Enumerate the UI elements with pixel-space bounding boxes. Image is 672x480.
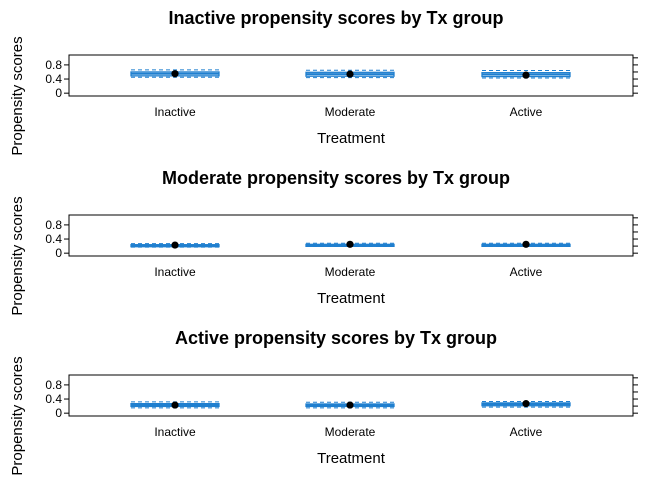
box-active (481, 70, 571, 79)
chart-title: Active propensity scores by Tx group (175, 328, 497, 348)
box-active (481, 240, 571, 248)
plot-frame (68, 54, 634, 97)
mean-point (346, 70, 354, 78)
mean-point (522, 240, 530, 248)
x-axis-label: Treatment (317, 130, 386, 147)
chart-panel-2: Moderate propensity scores by Tx group00… (9, 168, 638, 316)
mean-point (522, 400, 530, 408)
y-tick-label: 0.4 (45, 232, 62, 246)
x-tick-label: Active (510, 265, 543, 279)
y-axis-label: Propensity scores (9, 356, 26, 475)
x-tick-label: Active (510, 425, 543, 439)
x-tick-label: Inactive (154, 425, 196, 439)
chart-title: Moderate propensity scores by Tx group (162, 168, 510, 188)
mean-point (522, 71, 530, 79)
y-tick-label: 0 (55, 406, 62, 420)
chart-panel-1: Inactive propensity scores by Tx group00… (9, 8, 638, 156)
chart-title: Inactive propensity scores by Tx group (168, 8, 503, 28)
box-moderate (305, 401, 395, 409)
mean-point (171, 241, 179, 249)
mean-point (346, 401, 354, 409)
x-tick-label: Inactive (154, 105, 196, 119)
box-inactive (130, 69, 220, 78)
box-moderate (305, 240, 395, 248)
box-inactive (130, 401, 220, 409)
mean-point (346, 240, 354, 248)
mean-point (171, 70, 179, 78)
x-tick-label: Moderate (325, 425, 376, 439)
x-axis-label: Treatment (317, 450, 386, 467)
y-tick-label: 0.4 (45, 72, 62, 86)
y-tick-label: 0 (55, 86, 62, 100)
box-inactive (130, 241, 220, 249)
chart-panel-3: Active propensity scores by Tx group 00.4… (9, 328, 638, 476)
box-moderate (305, 69, 395, 79)
plot-frame (68, 214, 634, 257)
plot-frame (68, 374, 634, 417)
x-tick-label: Moderate (325, 265, 376, 279)
mean-point (171, 401, 179, 409)
x-tick-label: Active (510, 105, 543, 119)
y-tick-label: 0.8 (45, 218, 62, 232)
y-tick-label: 0.8 (45, 378, 62, 392)
box-active (481, 400, 571, 408)
y-axis-label: Propensity scores (9, 196, 26, 315)
x-axis-label: Treatment (317, 290, 386, 307)
y-tick-label: 0.4 (45, 392, 62, 406)
y-axis-label: Propensity scores (9, 36, 26, 155)
y-tick-label: 0.8 (45, 58, 62, 72)
y-tick-label: 0 (55, 246, 62, 260)
x-tick-label: Moderate (325, 105, 376, 119)
x-tick-label: Inactive (154, 265, 196, 279)
